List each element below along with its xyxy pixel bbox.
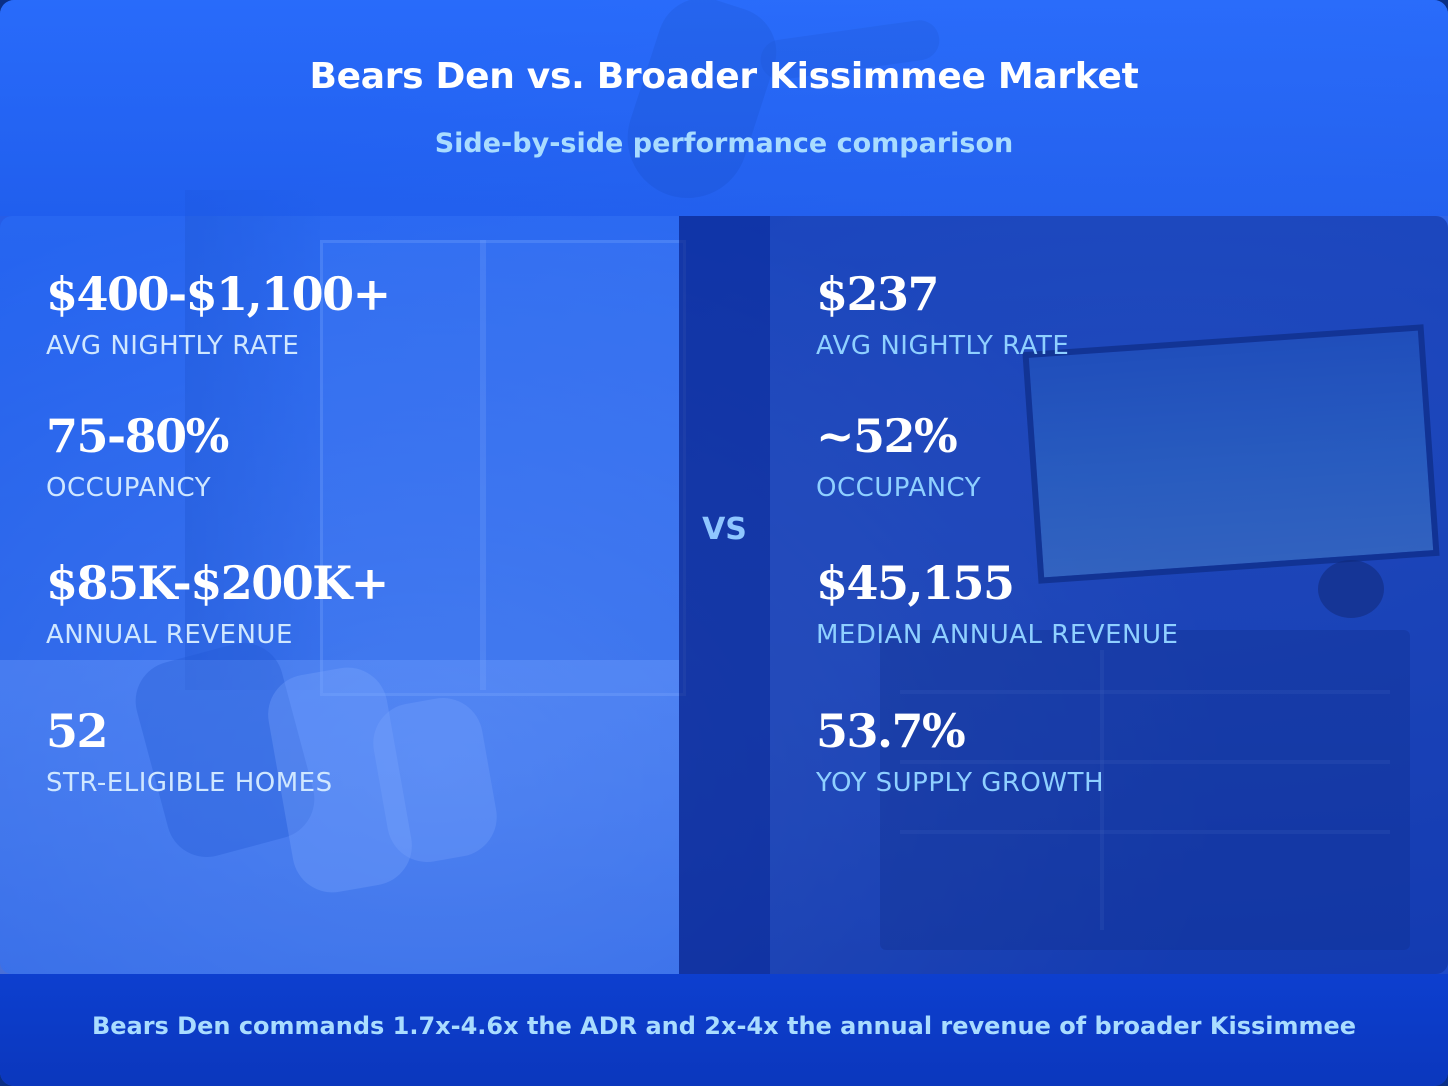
stat-occupancy: 75-80% OCCUPANCY	[46, 409, 229, 503]
stat-value: 75-80%	[46, 409, 229, 463]
stat-value: $237	[816, 267, 940, 321]
page-subtitle: Side-by-side performance comparison	[434, 128, 1014, 159]
stat-annual-revenue: $85K-$200K+ ANNUAL REVENUE	[46, 556, 389, 650]
stat-label: MEDIAN ANNUAL REVENUE	[816, 620, 1179, 650]
stat-value: ~52%	[816, 409, 958, 463]
bears-den-panel: $400-$1,100+ AVG NIGHTLY RATE 75-80% OCC…	[0, 216, 679, 974]
stat-value: $400-$1,100+	[46, 267, 391, 321]
stat-label: AVG NIGHTLY RATE	[816, 331, 1070, 361]
header: Bears Den vs. Broader Kissimmee Market S…	[0, 0, 1448, 216]
stat-label: YOY SUPPLY GROWTH	[816, 768, 1105, 798]
page-title: Bears Den vs. Broader Kissimmee Market	[309, 56, 1139, 97]
stat-median-annual-revenue: $45,155 MEDIAN ANNUAL REVENUE	[816, 560, 1178, 650]
stat-value: 52	[46, 704, 109, 758]
vs-label: VS	[702, 512, 747, 547]
stat-value: $85K-$200K+	[46, 556, 389, 610]
stat-label: OCCUPANCY	[816, 473, 982, 503]
kissimmee-market-panel: $237 AVG NIGHTLY RATE ~52% OCCUPANCY $45…	[770, 216, 1448, 974]
stat-value: $45,155	[816, 556, 1015, 610]
stat-avg-nightly-rate: $400-$1,100+ AVG NIGHTLY RATE	[46, 267, 391, 361]
vs-divider	[679, 216, 770, 974]
footer-summary: Bears Den commands 1.7x-4.6x the ADR and…	[91, 1012, 1357, 1040]
stat-label: ANNUAL REVENUE	[46, 620, 293, 650]
stat-occupancy: ~52% OCCUPANCY	[816, 413, 981, 503]
stat-avg-nightly-rate: $237 AVG NIGHTLY RATE	[816, 271, 1069, 361]
footer: Bears Den commands 1.7x-4.6x the ADR and…	[0, 974, 1448, 1086]
stat-label: STR-ELIGIBLE HOMES	[46, 768, 333, 798]
stat-label: OCCUPANCY	[46, 473, 212, 503]
stat-value: 53.7%	[816, 704, 966, 758]
stat-label: AVG NIGHTLY RATE	[46, 331, 300, 361]
stat-yoy-supply-growth: 53.7% YOY SUPPLY GROWTH	[816, 708, 1104, 798]
stat-str-eligible-homes: 52 STR-ELIGIBLE HOMES	[46, 708, 333, 798]
